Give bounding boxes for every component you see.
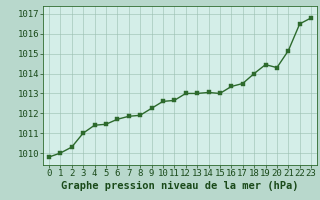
X-axis label: Graphe pression niveau de la mer (hPa): Graphe pression niveau de la mer (hPa) [61,181,299,191]
